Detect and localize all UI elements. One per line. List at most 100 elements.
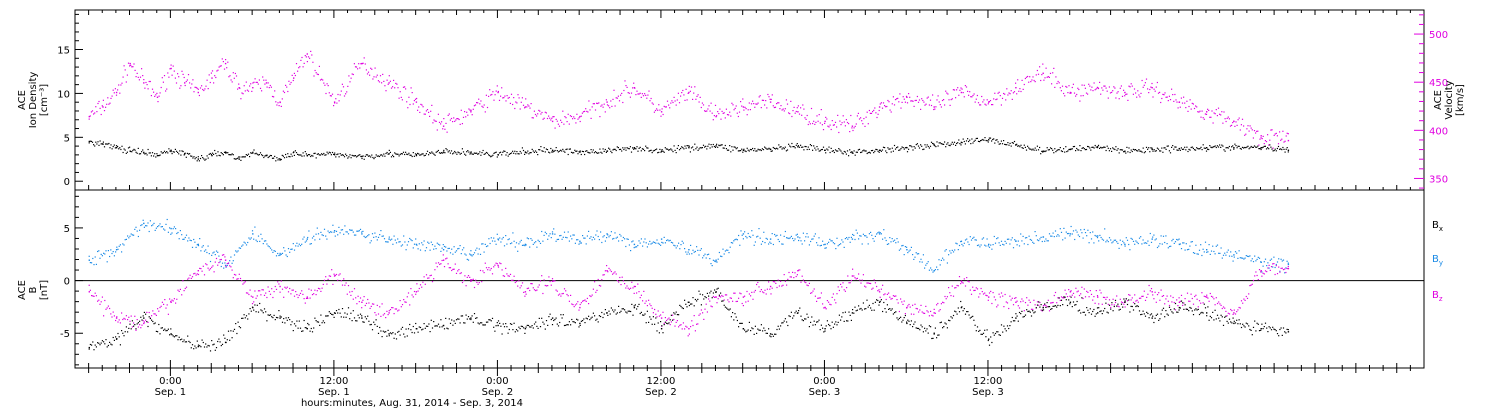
scatter-dot-velocity xyxy=(1125,93,1127,95)
scatter-dot-velocity xyxy=(311,54,313,56)
scatter-dot-Bz xyxy=(895,295,897,297)
scatter-dot-Bz xyxy=(425,274,428,276)
scatter-dot-By xyxy=(1051,235,1053,237)
scatter-dot-velocity xyxy=(494,94,496,96)
scatter-dot-By xyxy=(481,243,483,245)
scatter-dot-Bx xyxy=(311,331,314,333)
scatter-dot-density xyxy=(1148,147,1150,149)
scatter-dot-Bz xyxy=(1180,294,1183,296)
scatter-dot-By xyxy=(1237,257,1239,259)
scatter-dot-Bx xyxy=(203,346,206,348)
scatter-dot-density xyxy=(431,151,433,153)
scatter-dot-By xyxy=(1134,243,1136,245)
scatter-dot-velocity xyxy=(1235,121,1237,123)
scatter-dot-Bx xyxy=(576,318,578,320)
scatter-dot-By xyxy=(625,245,627,248)
scatter-dot-velocity xyxy=(932,94,934,96)
data-point-Bz xyxy=(115,317,118,319)
scatter-dot-By xyxy=(1071,233,1073,235)
scatter-dot-Bz xyxy=(648,299,650,301)
scatter-dot-density xyxy=(138,153,140,155)
scatter-dot-By xyxy=(837,245,839,247)
scatter-dot-Bz xyxy=(925,305,927,307)
scatter-dot-velocity xyxy=(424,113,426,115)
scatter-dot-velocity xyxy=(476,102,478,104)
scatter-dot-velocity xyxy=(119,92,121,94)
scatter-dot-By xyxy=(584,237,586,239)
scatter-dot-Bx xyxy=(319,324,321,326)
scatter-dot-Bz xyxy=(825,308,827,310)
scatter-dot-density xyxy=(211,152,214,154)
scatter-dot-By xyxy=(628,244,630,246)
scatter-dot-density xyxy=(1102,147,1104,149)
scatter-dot-Bx xyxy=(425,325,428,327)
scatter-dot-By xyxy=(316,227,318,229)
scatter-dot-Bx xyxy=(183,339,185,341)
scatter-dot-density xyxy=(719,145,721,147)
scatter-dot-velocity xyxy=(1094,89,1096,91)
scatter-dot-Bz xyxy=(182,280,184,282)
scatter-dot-density xyxy=(759,149,761,151)
scatter-dot-density xyxy=(1241,146,1244,148)
scatter-dot-velocity xyxy=(1082,95,1084,97)
scatter-dot-By xyxy=(1279,270,1281,272)
scatter-dot-By xyxy=(338,226,340,228)
scatter-dot-Bz xyxy=(293,295,296,297)
data-point-Bx xyxy=(143,317,145,319)
scatter-dot-By xyxy=(332,224,334,226)
scatter-dot-velocity xyxy=(717,111,719,113)
data-point-By xyxy=(306,238,308,240)
scatter-dot-velocity xyxy=(908,93,910,95)
scatter-dot-By xyxy=(670,241,672,243)
scatter-dot-Bz xyxy=(446,257,448,259)
scatter-dot-density xyxy=(912,149,914,151)
b-axis-label-line: ACE xyxy=(17,280,28,300)
scatter-dot-density xyxy=(574,149,576,151)
scatter-dot-By xyxy=(697,249,699,251)
scatter-dot-density xyxy=(1286,147,1288,149)
scatter-dot-By xyxy=(439,244,441,246)
scatter-dot-Bx xyxy=(197,344,200,346)
scatter-dot-density xyxy=(1075,150,1077,152)
scatter-dot-velocity xyxy=(769,98,771,100)
scatter-dot-velocity xyxy=(1024,77,1026,80)
scatter-dot-velocity xyxy=(642,95,645,97)
scatter-dot-Bz xyxy=(319,288,321,290)
data-point-By xyxy=(333,230,336,232)
scatter-dot-velocity xyxy=(627,92,629,94)
scatter-dot-Bz xyxy=(926,310,928,312)
scatter-dot-velocity xyxy=(174,77,176,79)
scatter-dot-density xyxy=(1140,150,1142,152)
scatter-dot-velocity xyxy=(465,116,467,118)
scatter-dot-Bz xyxy=(154,313,156,315)
scatter-dot-velocity xyxy=(315,72,317,74)
scatter-dot-Bz xyxy=(884,293,886,295)
scatter-dot-Bz xyxy=(541,275,543,277)
scatter-dot-density xyxy=(833,151,835,154)
scatter-dot-By xyxy=(1023,243,1025,245)
scatter-dot-Bz xyxy=(164,299,166,301)
scatter-dot-By xyxy=(191,246,194,248)
scatter-dot-Bz xyxy=(91,295,93,297)
scatter-dot-Bz xyxy=(828,301,830,303)
scatter-dot-By xyxy=(351,229,353,231)
data-point-velocity xyxy=(442,125,445,127)
scatter-dot-By xyxy=(855,229,857,231)
scatter-dot-Bz xyxy=(592,288,594,290)
scatter-dot-velocity xyxy=(283,91,286,94)
scatter-dot-By xyxy=(1142,239,1144,241)
scatter-dot-Bz xyxy=(358,301,360,303)
data-point-By xyxy=(579,240,581,242)
scatter-dot-density xyxy=(659,148,661,150)
scatter-dot-velocity xyxy=(834,121,837,123)
scatter-dot-By xyxy=(369,242,371,244)
scatter-dot-density xyxy=(1174,146,1176,148)
scatter-dot-Bz xyxy=(618,281,620,283)
scatter-dot-density xyxy=(1267,147,1269,149)
scatter-dot-density xyxy=(340,154,342,156)
scatter-dot-velocity xyxy=(822,129,825,131)
scatter-dot-By xyxy=(757,235,759,237)
scatter-dot-Bx xyxy=(154,322,156,324)
scatter-dot-Bz xyxy=(960,283,962,285)
scatter-dot-density xyxy=(652,150,654,152)
